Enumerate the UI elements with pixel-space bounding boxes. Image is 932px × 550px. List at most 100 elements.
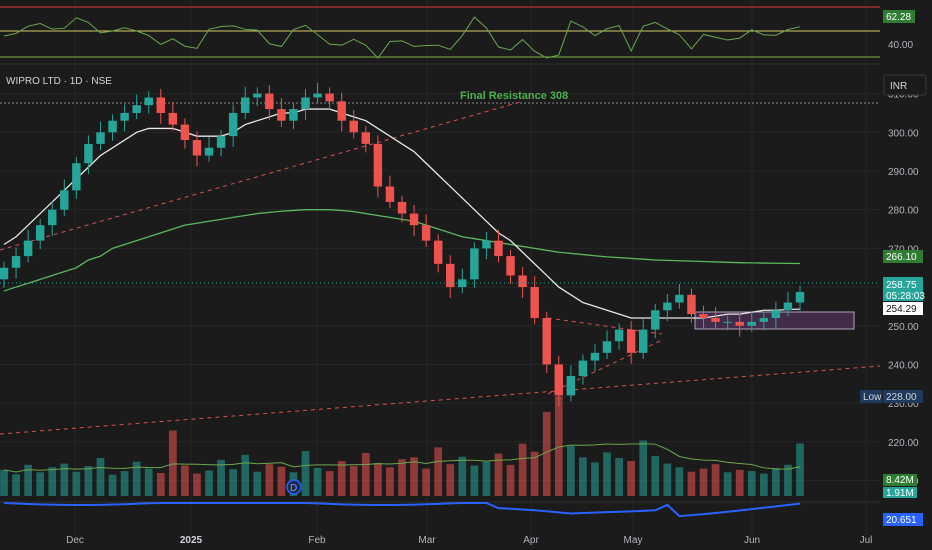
currency-badge[interactable]: INR [883,74,927,96]
time-tick-label: Mar [418,535,436,546]
candle-body[interactable] [11,256,21,268]
volume-bar [132,461,141,496]
rsi-line [3,16,801,59]
candle-body[interactable] [470,248,479,280]
candle-body[interactable] [771,310,781,319]
rsi-pane[interactable] [0,6,880,59]
volume-bar [470,465,479,496]
rising-trendline [0,101,521,251]
candle-body[interactable] [23,240,33,257]
candle-body[interactable] [446,263,455,288]
candle-body[interactable] [337,101,346,121]
candle-body[interactable] [48,209,57,226]
candle-body[interactable] [72,163,81,191]
low-badge: Low 228.00 [860,390,923,403]
candle-body[interactable] [108,120,117,133]
candle-body[interactable] [723,321,732,323]
volume-bar [566,446,575,496]
candle-body[interactable] [180,124,190,141]
candle-body[interactable] [397,201,407,214]
candle-body[interactable] [783,302,793,311]
candle-body[interactable] [675,294,684,303]
candle-body[interactable] [626,329,636,353]
candle-body[interactable] [277,109,286,121]
volume-bar [24,464,32,496]
time-tick-label: Apr [523,535,539,546]
candle-body[interactable] [506,256,515,276]
candle-body[interactable] [361,132,371,144]
candle-body[interactable] [542,318,551,365]
low-value: 228.00 [886,392,917,403]
volume-bar [84,466,93,496]
candle-body[interactable] [204,147,214,156]
candle-body[interactable] [554,364,564,396]
candle-body[interactable] [530,287,539,319]
candle-body[interactable] [253,93,262,98]
time-axis[interactable]: Dec 2025 Feb Mar Apr May Jun Jul [66,535,872,546]
candle-body[interactable] [590,352,600,361]
candle-body[interactable] [602,341,612,353]
volume-bar [36,472,45,496]
candle-body[interactable] [614,329,624,342]
volume-ma-line [3,443,801,473]
candle-body[interactable] [120,112,129,121]
candle-body[interactable] [458,279,467,288]
price-tick-label: 240.00 [888,360,919,371]
candle-body[interactable] [132,105,141,113]
candle-body[interactable] [35,225,45,241]
candle-body[interactable] [301,97,310,110]
dividend-marker[interactable]: D [286,479,302,495]
candle-body[interactable] [265,93,274,110]
candle-body[interactable] [482,240,491,249]
candle-body[interactable] [313,93,322,98]
candle-body[interactable] [289,109,298,121]
candle-body[interactable] [699,314,708,319]
candle-body[interactable] [566,376,576,396]
candle-body[interactable] [735,321,744,326]
price-tick-label: 270.00 [888,244,919,255]
candle-body[interactable] [759,318,769,322]
candle-body[interactable] [373,143,383,187]
volume-bar [422,468,430,496]
candle-body[interactable] [578,360,588,377]
volume-value-1: 8.42M [886,475,914,486]
last-price-value: 258.75 [886,280,917,291]
candle-body[interactable] [60,190,69,210]
candle-body[interactable] [385,186,395,202]
candle-body[interactable] [421,225,431,241]
candle-body[interactable] [349,120,358,133]
candle-body[interactable] [192,140,202,156]
candle-body[interactable] [711,318,720,322]
adx-value: 20.651 [886,515,917,526]
volume-bar [361,452,370,496]
candle-body[interactable] [663,302,672,311]
volume-bar [506,464,515,496]
volume-bar [108,474,117,496]
candle-body[interactable] [409,213,419,226]
candle-body[interactable] [433,240,443,264]
candle-body[interactable] [518,275,527,288]
candle-body[interactable] [84,143,93,164]
candle-body[interactable] [795,291,805,303]
candle-body[interactable] [240,97,250,113]
candle-body[interactable] [747,321,756,326]
volume-bar [265,464,274,496]
candle-body[interactable] [144,97,153,106]
candle-body[interactable] [494,240,503,257]
candles[interactable] [0,82,805,407]
rsi-tick: 40.00 [888,40,913,51]
volume-bar [494,453,503,496]
candle-body[interactable] [325,93,334,102]
time-tick-label: Jun [744,535,760,546]
candle-body[interactable] [168,112,178,125]
time-tick-label: Jul [860,535,873,546]
candle-body[interactable] [638,329,648,353]
candle-body[interactable] [96,132,105,144]
candle-body[interactable] [156,97,166,113]
candle-body[interactable] [228,112,238,137]
candle-body[interactable] [216,136,226,148]
candle-body[interactable] [687,294,696,315]
candle-body[interactable] [0,267,9,280]
candle-body[interactable] [651,310,660,330]
